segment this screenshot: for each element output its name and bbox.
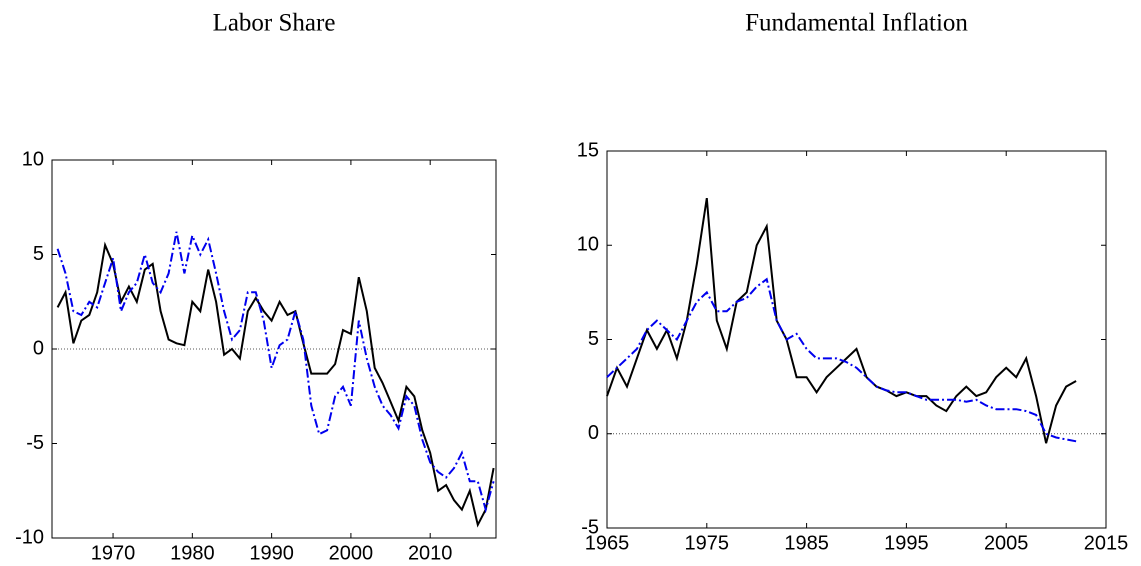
plot-area [606, 150, 1107, 529]
y-tick-label: 5 [33, 243, 44, 265]
x-tick-label: 1975 [685, 532, 730, 554]
x-tick-label: 2005 [984, 532, 1029, 554]
y-tick-label: 0 [588, 422, 599, 444]
x-tick-label: 2010 [408, 542, 453, 564]
y-tick-label: 5 [588, 328, 599, 350]
x-tick-label: 1965 [585, 532, 630, 554]
y-tick-label: 10 [22, 148, 44, 170]
series-line [56, 241, 495, 528]
x-tick-label: 1995 [884, 532, 929, 554]
series-line [56, 231, 495, 514]
chart-title: Fundamental Inflation [745, 10, 968, 37]
series-line [606, 197, 1077, 444]
y-tick-label: -5 [26, 432, 44, 454]
chart-title: Labor Share [213, 10, 336, 37]
x-tick-label: 2000 [329, 542, 374, 564]
x-tick-label: 1980 [170, 542, 215, 564]
y-tick-label: 10 [577, 234, 599, 256]
y-tick-label: -5 [581, 516, 599, 538]
series-line [606, 277, 1077, 443]
x-tick-label: 1990 [249, 542, 294, 564]
x-tick-label: 1985 [784, 532, 829, 554]
x-tick-label: 1970 [91, 542, 136, 564]
x-tick-label: 2015 [1084, 532, 1129, 554]
y-tick-label: -10 [15, 526, 44, 548]
y-tick-label: 15 [577, 139, 599, 161]
y-tick-label: 0 [33, 337, 44, 359]
